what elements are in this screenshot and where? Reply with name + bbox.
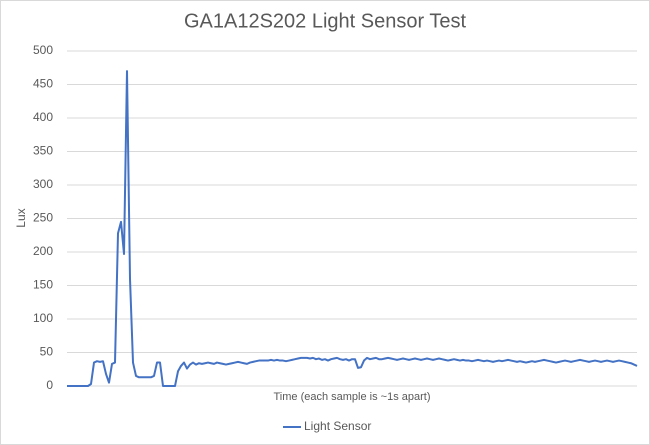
y-tick-label: 500 <box>33 43 53 57</box>
y-tick-label: 150 <box>33 278 53 292</box>
y-tick-label: 0 <box>46 378 53 392</box>
y-tick-label: 200 <box>33 244 53 258</box>
y-tick-label: 300 <box>33 177 53 191</box>
data-line <box>67 70 638 387</box>
y-tick-label: 250 <box>33 211 53 225</box>
y-tick-label: 100 <box>33 311 53 325</box>
y-tick-label: 400 <box>33 110 53 124</box>
y-tick-label: 50 <box>40 345 54 359</box>
y-tick-label: 450 <box>33 77 53 91</box>
legend-label: Light Sensor <box>304 419 371 433</box>
y-tick-label: 350 <box>33 144 53 158</box>
y-axis-label: Lux <box>14 208 28 227</box>
x-axis-label: Time (each sample is ~1s apart) <box>273 391 430 403</box>
chart-title: GA1A12S202 Light Sensor Test <box>184 10 466 32</box>
